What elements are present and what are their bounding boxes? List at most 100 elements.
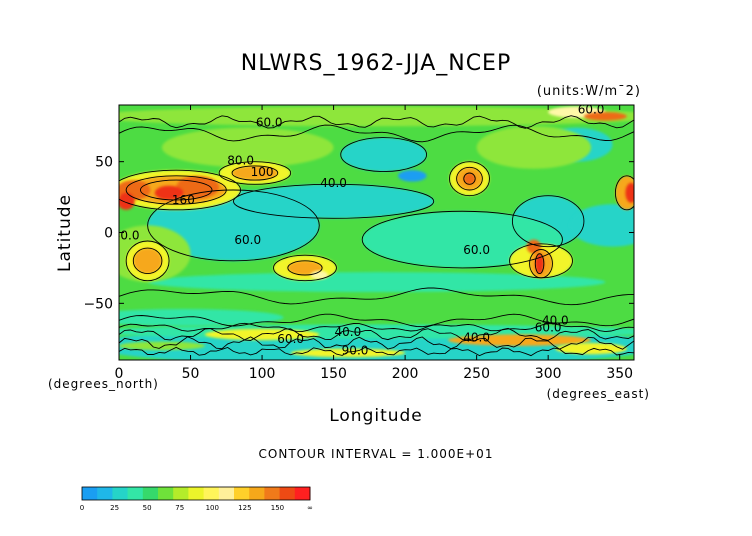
y-unit-note: (degrees_north) bbox=[48, 377, 159, 391]
colorbar-swatch bbox=[294, 487, 311, 500]
contour-ring-14 bbox=[534, 253, 545, 275]
field-region-orange-b bbox=[232, 165, 278, 181]
contour-label: 60.0 bbox=[277, 332, 304, 346]
field-region-yellow-g bbox=[204, 328, 320, 341]
contour-wave-e bbox=[119, 346, 634, 357]
field-region-orange-h bbox=[448, 334, 592, 346]
field-region-darkorange-c bbox=[463, 173, 476, 185]
x-tick-label: 100 bbox=[249, 366, 276, 382]
contour-ring-19 bbox=[361, 210, 563, 269]
colorbar: 0 25 50 75 100 125 150 ∞ bbox=[80, 486, 313, 512]
contour-ring-15 bbox=[614, 175, 634, 211]
field-region-darkorange-a bbox=[176, 175, 220, 199]
field-region-blue-spot bbox=[397, 170, 427, 182]
contour-wave-b bbox=[119, 322, 634, 333]
contour-wave-a bbox=[119, 313, 634, 328]
colorbar-swatch bbox=[112, 487, 129, 500]
contour-label: 40.0 bbox=[542, 314, 569, 328]
field-region-yellow-h bbox=[555, 343, 627, 355]
colorbar-tick-label: 125 bbox=[238, 504, 251, 512]
plot-area: 60.080.010040.060.016060.060.040.060.040… bbox=[113, 105, 634, 360]
contour-ring-8 bbox=[287, 260, 323, 276]
colorbar-frame bbox=[81, 486, 311, 501]
contour-ring-7 bbox=[273, 254, 337, 282]
contour-label: 60.0 bbox=[234, 233, 261, 247]
contour-label: 60.0 bbox=[535, 321, 562, 335]
field-region-darkorange-e bbox=[583, 112, 627, 121]
field-region-lime-b bbox=[476, 126, 592, 169]
x-tick-label: 150 bbox=[320, 366, 347, 382]
field-region-orange-d bbox=[287, 260, 323, 275]
field-region-orange-c bbox=[133, 248, 162, 274]
contour-label: 60.0 bbox=[113, 229, 140, 243]
contour-ring-9 bbox=[449, 161, 490, 197]
contour-ring-6 bbox=[132, 247, 163, 275]
field-region-seagreen-a bbox=[147, 272, 606, 293]
contour-label: 100 bbox=[251, 165, 274, 179]
contour-wave-d bbox=[119, 336, 634, 350]
colorbar-swatch bbox=[218, 487, 235, 500]
x-unit-note: (degrees_east) bbox=[547, 387, 650, 401]
contour-label: 40.0 bbox=[335, 325, 362, 339]
x-tick-label: 250 bbox=[463, 366, 490, 382]
y-tick-label: −50 bbox=[83, 296, 113, 312]
colorbar-swatch bbox=[142, 487, 159, 500]
colorbar-swatch bbox=[264, 487, 281, 500]
colorbar-tick-label: 75 bbox=[175, 504, 184, 512]
field-region-red-b bbox=[119, 192, 135, 210]
x-tick-label: 50 bbox=[182, 366, 200, 382]
contour-ring-20 bbox=[511, 195, 585, 248]
contour-label: 60.0 bbox=[256, 115, 283, 129]
contour-label: 90.0 bbox=[342, 343, 369, 357]
contour-ring-3 bbox=[218, 161, 292, 185]
contour-ring-13 bbox=[529, 249, 553, 279]
colorbar-swatch bbox=[234, 487, 250, 500]
colorbar-tick-label: 100 bbox=[206, 504, 219, 512]
contour-ring-17 bbox=[147, 189, 320, 262]
x-axis-label: Longitude bbox=[329, 406, 423, 426]
field-region-red-d bbox=[625, 182, 634, 203]
units-label: (units:W/m¯2) bbox=[537, 84, 641, 99]
x-tick-label: 0 bbox=[115, 366, 124, 382]
contour-labels: 60.080.010040.060.016060.060.040.060.040… bbox=[113, 105, 604, 357]
color-field bbox=[119, 106, 634, 360]
y-tick-label: 50 bbox=[95, 155, 113, 171]
contour-ring-11 bbox=[463, 172, 476, 185]
contour-label: 40.0 bbox=[463, 331, 490, 345]
colorbar-swatch bbox=[173, 487, 189, 500]
contour-lines bbox=[119, 115, 634, 357]
contour-interval-label: CONTOUR INTERVAL = 1.000E+01 bbox=[259, 447, 494, 461]
contour-ring-4 bbox=[231, 165, 279, 181]
field-region-lime-a bbox=[161, 127, 334, 168]
colorbar-tick-label: 25 bbox=[110, 504, 119, 512]
colorbar-tick-label: ∞ bbox=[307, 504, 313, 512]
contour-ring-5 bbox=[125, 240, 170, 282]
field-region-darkorange-d bbox=[526, 239, 542, 254]
field-region-red-a bbox=[154, 185, 184, 200]
field-region-pale-a bbox=[310, 270, 328, 280]
contour-ring-18 bbox=[232, 183, 435, 219]
contour-label: 40.0 bbox=[320, 176, 347, 190]
field-region-yellow-i bbox=[290, 348, 406, 358]
colorbar-swatch bbox=[188, 487, 205, 500]
field-region-teal-b bbox=[233, 184, 434, 219]
contour-label: 160 bbox=[172, 193, 195, 207]
colorbar-swatch bbox=[203, 487, 220, 500]
colorbar-tick-label: 0 bbox=[80, 504, 84, 512]
x-axis: 0 50 100 150 200 250 300 350 bbox=[115, 105, 633, 382]
contour-ring-10 bbox=[456, 166, 483, 191]
colorbar-swatch bbox=[279, 487, 296, 500]
colorbar-swatch bbox=[249, 487, 265, 500]
x-tick-label: 200 bbox=[392, 366, 419, 382]
contour-label: 80.0 bbox=[227, 154, 254, 168]
y-axis-label: Latitude bbox=[55, 194, 75, 272]
colorbar-swatch bbox=[158, 487, 174, 500]
y-tick-label: 0 bbox=[104, 226, 113, 242]
colorbar-swatch bbox=[97, 487, 113, 500]
colorbar-tick-label: 50 bbox=[143, 504, 152, 512]
field-region-lime-d bbox=[119, 341, 205, 351]
contour-ring-2 bbox=[140, 179, 213, 201]
contour-wave-f bbox=[119, 287, 634, 306]
